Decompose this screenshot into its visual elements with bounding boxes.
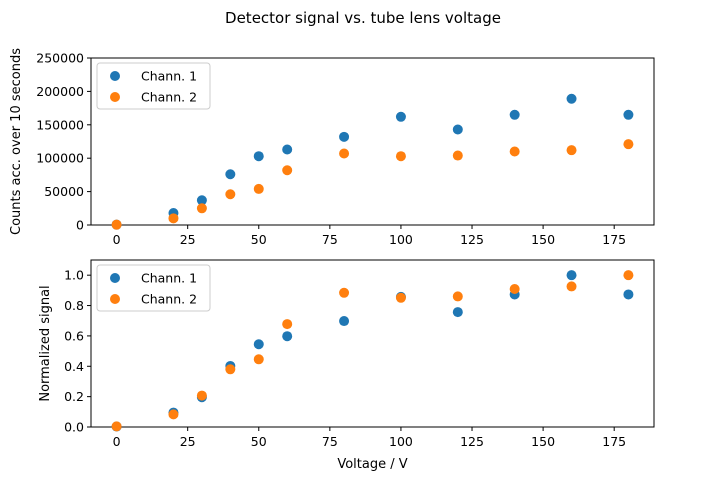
y-tick-label: 0.4 [64, 359, 84, 374]
axes-frame [90, 259, 655, 428]
data-point-chann-1 [452, 307, 463, 318]
y-tick-label: 100000 [36, 151, 84, 166]
data-point-chann-1 [339, 131, 350, 142]
data-point-chann-1 [253, 339, 264, 350]
data-point-chann-2 [452, 150, 463, 161]
data-point-chann-1 [253, 151, 264, 162]
y-tick-label: 0.2 [64, 389, 84, 404]
data-point-chann-2 [253, 354, 264, 365]
x-tick-label: 75 [322, 434, 338, 449]
data-point-chann-2 [225, 364, 236, 375]
x-axis-label: Voltage / V [337, 457, 407, 472]
data-point-chann-1 [566, 270, 577, 281]
y-tick-label: 250000 [36, 51, 84, 66]
data-point-chann-2 [623, 270, 634, 281]
x-tick-label: 100 [389, 232, 413, 247]
x-tick-label: 175 [602, 232, 626, 247]
legend-box [96, 264, 211, 312]
data-point-chann-1 [509, 109, 520, 120]
data-point-chann-1 [196, 195, 207, 206]
legend-marker [110, 273, 120, 283]
data-point-chann-2 [196, 390, 207, 401]
y-axis-label: Normalized signal [38, 285, 53, 401]
y-tick-label: 0.0 [64, 420, 84, 435]
data-point-chann-1 [395, 111, 406, 122]
x-tick-label: 100 [389, 434, 413, 449]
data-point-chann-2 [111, 219, 122, 230]
y-tick-label: 200000 [36, 84, 84, 99]
y-tick-label: 0 [76, 218, 84, 233]
data-point-chann-1 [282, 144, 293, 155]
data-point-chann-1 [282, 331, 293, 342]
data-point-chann-2 [253, 183, 264, 194]
x-tick-label: 150 [531, 232, 555, 247]
data-point-chann-1 [225, 169, 236, 180]
x-tick-label: 175 [602, 434, 626, 449]
figure-suptitle: Detector signal vs. tube lens voltage [225, 9, 501, 27]
x-tick-label: 0 [113, 434, 121, 449]
data-point-chann-2 [395, 292, 406, 303]
data-point-chann-2 [196, 203, 207, 214]
legend-marker [110, 71, 120, 81]
legend-box [96, 62, 211, 110]
data-point-chann-2 [111, 421, 122, 432]
legend: Chann. 1 Chann. 2 [96, 264, 211, 312]
axes-frame [90, 57, 655, 226]
legend-label: Chann. 2 [141, 90, 197, 105]
data-point-chann-2 [566, 281, 577, 292]
data-point-chann-2 [509, 146, 520, 157]
legend-marker [110, 92, 120, 102]
legend-label: Chann. 1 [141, 69, 197, 84]
y-tick-label: 1.0 [64, 268, 84, 283]
data-point-chann-2 [452, 291, 463, 302]
data-point-chann-2 [168, 213, 179, 224]
data-point-chann-1 [452, 124, 463, 135]
legend-label: Chann. 1 [141, 271, 197, 286]
data-point-chann-2 [339, 287, 350, 298]
x-tick-label: 150 [531, 434, 555, 449]
legend-label: Chann. 2 [141, 292, 197, 307]
data-point-chann-2 [509, 283, 520, 294]
data-point-chann-1 [339, 316, 350, 327]
data-point-chann-2 [168, 409, 179, 420]
y-axis-label: Counts acc. over 10 seconds [9, 48, 24, 235]
y-tick-label: 150000 [36, 117, 84, 132]
x-tick-label: 25 [180, 232, 196, 247]
top-scatter-panel: 0 25 50 75 100 125 150 175 0 50000 100000 150000 200… [9, 48, 655, 247]
data-point-chann-2 [282, 165, 293, 176]
legend: Chann. 1 Chann. 2 [96, 62, 211, 110]
data-point-chann-2 [282, 319, 293, 330]
x-tick-label: 50 [251, 232, 267, 247]
legend-marker [110, 294, 120, 304]
x-tick-label: 50 [251, 434, 267, 449]
data-point-chann-2 [339, 148, 350, 159]
data-point-chann-2 [395, 151, 406, 162]
y-tick-label: 0.6 [64, 328, 84, 343]
x-tick-label: 75 [322, 232, 338, 247]
x-tick-label: 125 [460, 232, 484, 247]
data-point-chann-2 [566, 145, 577, 156]
x-tick-label: 25 [180, 434, 196, 449]
y-tick-label: 0.8 [64, 298, 84, 313]
data-point-chann-1 [566, 93, 577, 104]
y-tick-label: 50000 [44, 184, 84, 199]
bottom-scatter-panel: 0 25 50 75 100 125 150 175 0.0 0.2 0.4 0.6 0.8 1.0 Nor… [38, 259, 655, 472]
data-point-chann-1 [623, 289, 634, 300]
x-tick-label: 0 [113, 232, 121, 247]
data-point-chann-2 [225, 189, 236, 200]
data-point-chann-2 [623, 139, 634, 150]
x-tick-label: 125 [460, 434, 484, 449]
data-point-chann-1 [623, 109, 634, 120]
